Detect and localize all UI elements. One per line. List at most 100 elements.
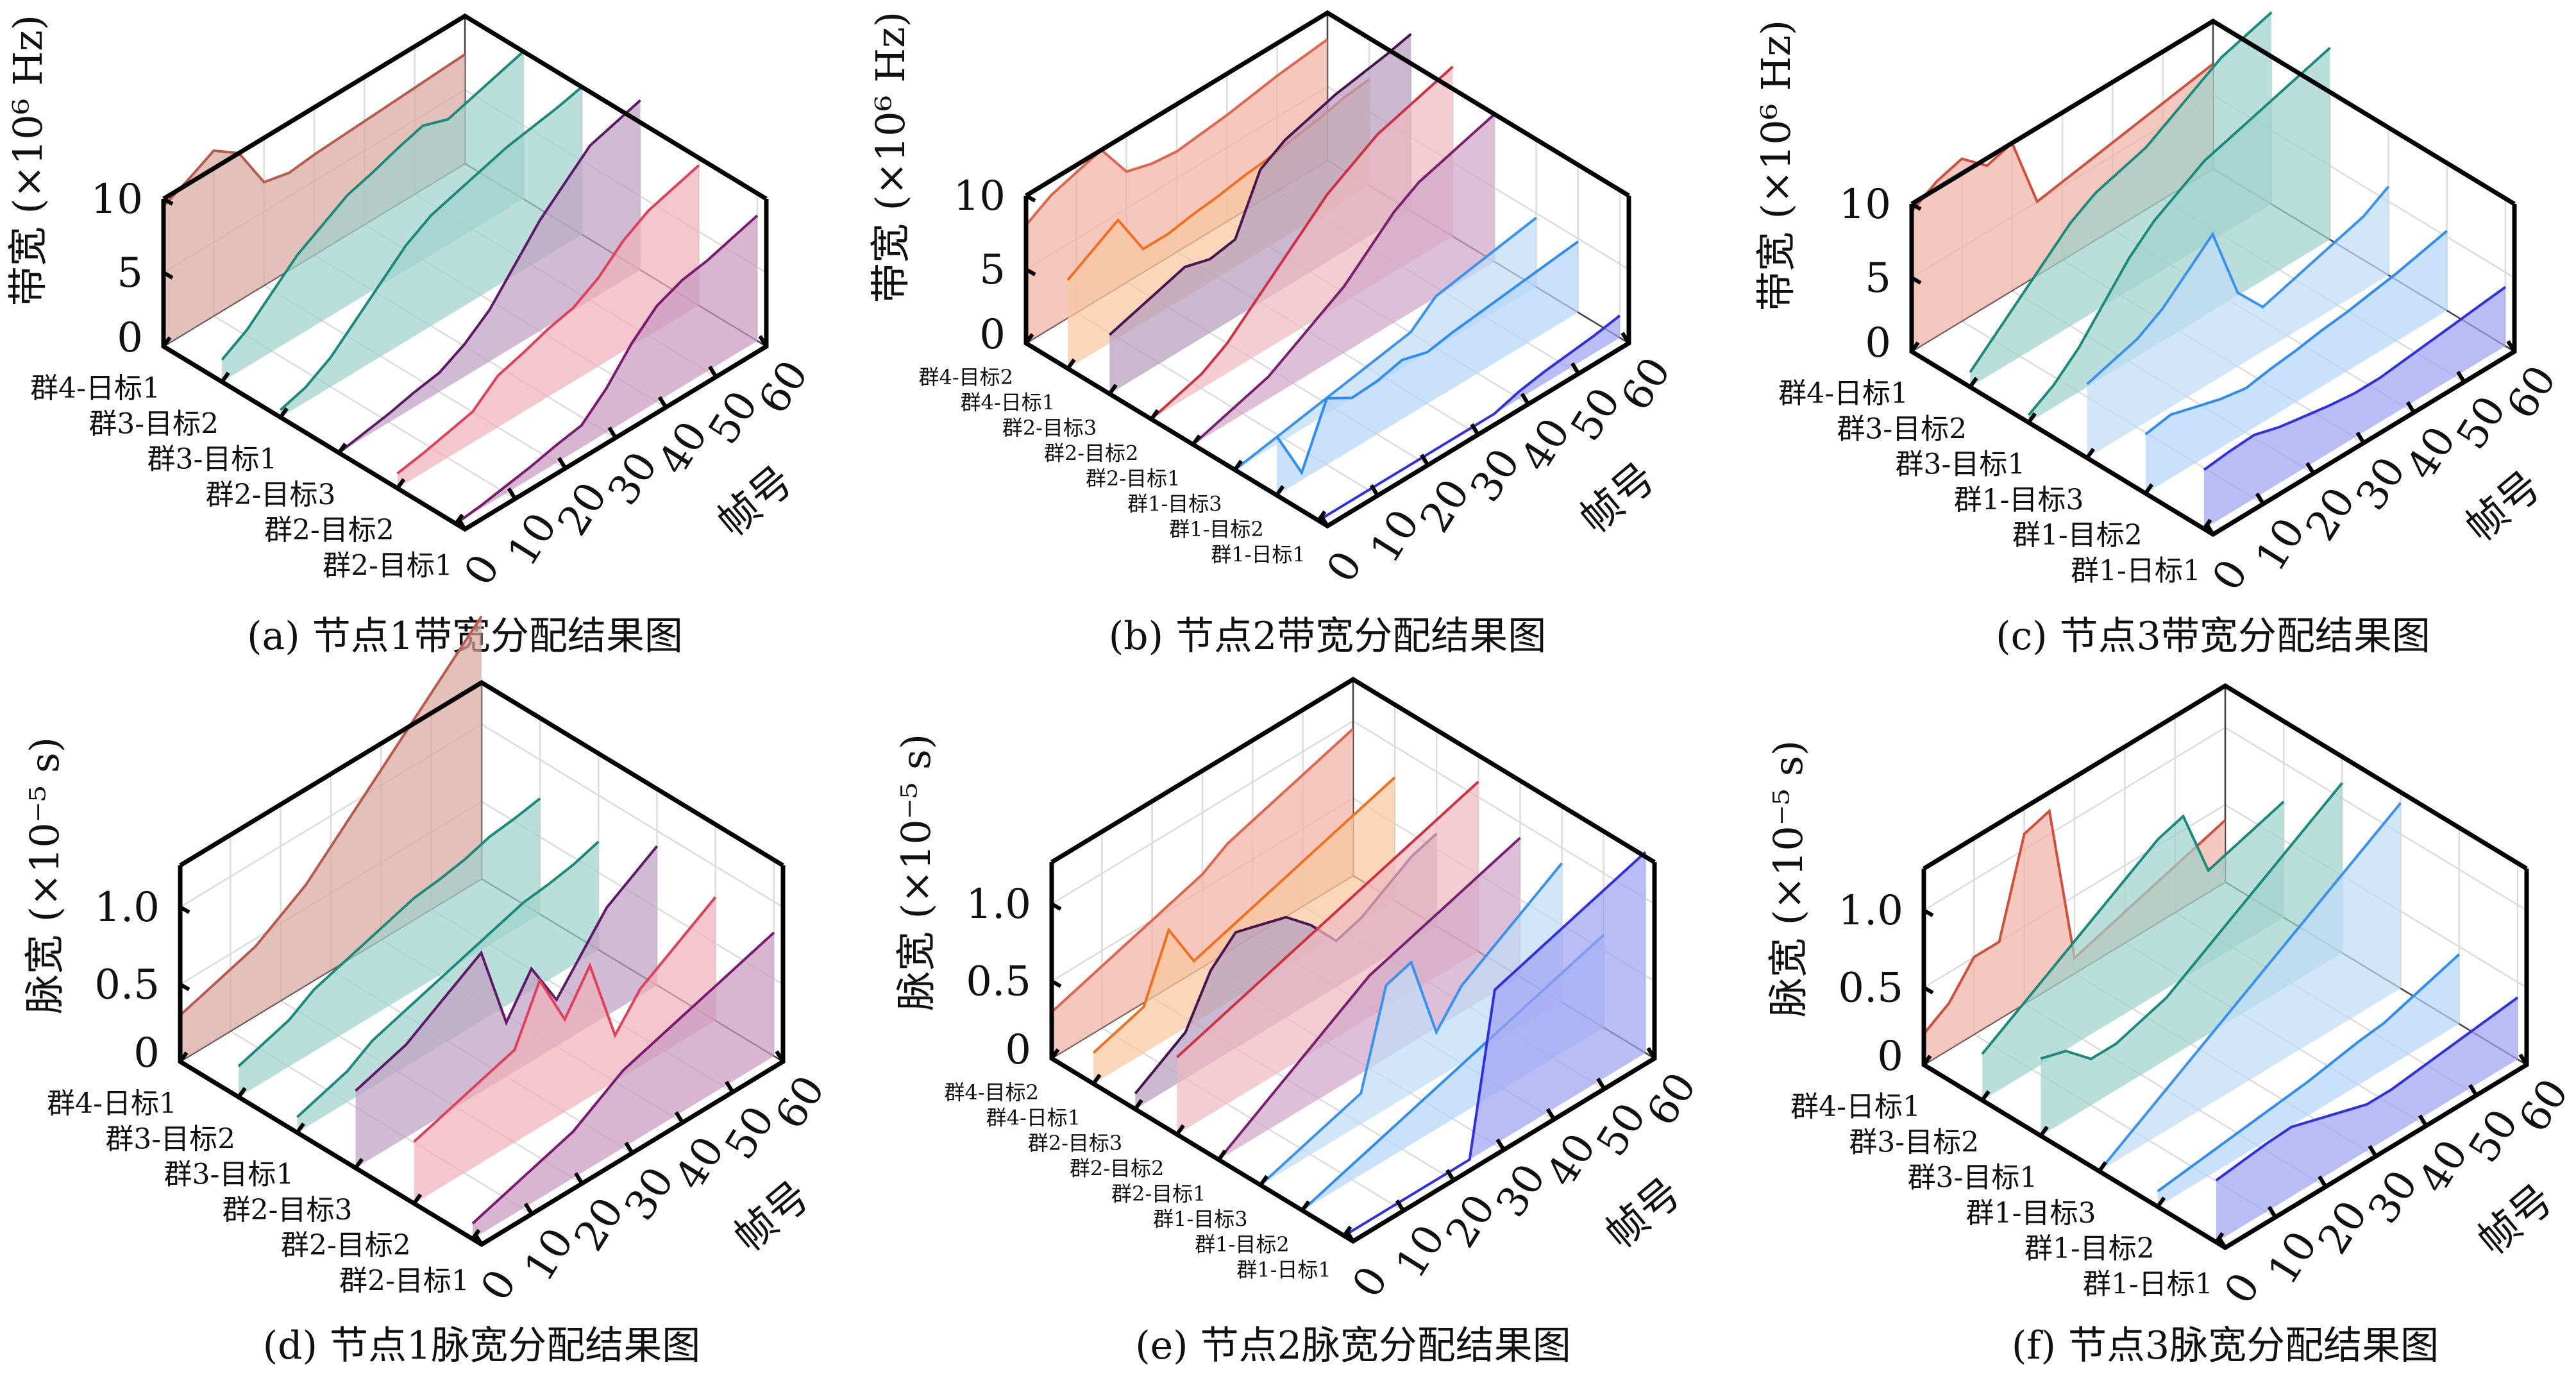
series-line bbox=[2027, 47, 2331, 416]
series-line bbox=[1343, 851, 1647, 1237]
caption: (c) 节点3带宽分配结果图 bbox=[1996, 614, 2430, 659]
axis-box-top bbox=[1923, 683, 2528, 871]
frame-tick bbox=[2267, 1205, 2277, 1219]
group-tick bbox=[1191, 434, 1201, 446]
group-label: 群3-目标2 bbox=[1849, 1126, 1979, 1158]
frame-tick bbox=[1495, 1138, 1506, 1151]
frame-tick-label: 0 bbox=[455, 547, 509, 594]
z-axis-title: 带宽 (×10⁶ Hz) bbox=[1753, 20, 1799, 311]
group-tick bbox=[1175, 1124, 1185, 1136]
series-1 bbox=[1910, 63, 2214, 352]
frame-tick-label: 0 bbox=[1343, 1259, 1397, 1306]
group-label: 群2-目标2 bbox=[1044, 441, 1139, 465]
frame-tick bbox=[2405, 401, 2416, 414]
series-line bbox=[1275, 240, 1579, 476]
frame-tick bbox=[1470, 423, 1480, 436]
series-line bbox=[2144, 230, 2448, 436]
axis-box-top bbox=[1025, 10, 1630, 198]
series-8 bbox=[1343, 851, 1647, 1237]
group-label: 群1-目标3 bbox=[1127, 491, 1222, 516]
z-tick bbox=[1910, 276, 1922, 285]
group-tick bbox=[412, 1193, 423, 1205]
frame-axis-title: 帧号 bbox=[1571, 454, 1665, 543]
series-line bbox=[2157, 953, 2461, 1192]
series-line bbox=[355, 845, 659, 1092]
group-tick bbox=[2156, 1196, 2166, 1208]
group-label: 群1-日标1 bbox=[2071, 554, 2201, 587]
panel-b: 0 5 10 带宽 (×10⁶ Hz) 群4-目标2群4-日标1群2-目标3群2-目标2… bbox=[867, 10, 1680, 659]
series-line bbox=[1217, 836, 1521, 1161]
series-4 bbox=[338, 99, 641, 454]
group-tick bbox=[396, 478, 406, 489]
z-axis-title: 脉宽 (×10⁻⁵ s) bbox=[1765, 740, 1812, 1017]
frame-tick bbox=[574, 1172, 584, 1185]
panel-a: 0 5 10 带宽 (×10⁶ Hz) 群4-日标1群3-目标2群3-目标1群2-目标3… bbox=[4, 13, 818, 659]
group-label: 群2-目标2 bbox=[281, 1229, 411, 1262]
series-line bbox=[1150, 65, 1454, 420]
group-label: 群3-目标1 bbox=[164, 1158, 294, 1191]
frame-tick bbox=[624, 1141, 634, 1155]
z-tick-label: 0 bbox=[117, 314, 143, 362]
group-label: 群4-日标1 bbox=[30, 372, 160, 405]
frame-tick bbox=[2518, 1053, 2529, 1066]
frame-tick bbox=[457, 518, 467, 530]
group-label: 群3-目标1 bbox=[1896, 448, 2026, 481]
frame-tick bbox=[2305, 462, 2316, 475]
panel-c: 0 5 10 带宽 (×10⁶ Hz) 群4-日标1群3-目标2群3-目标1群1-目标3… bbox=[1753, 11, 2566, 659]
series-line bbox=[1317, 314, 1621, 522]
series-2 bbox=[1969, 11, 2273, 387]
group-tick bbox=[162, 336, 172, 348]
z-tick-label: 10 bbox=[1839, 181, 1891, 228]
z-tick bbox=[162, 271, 174, 280]
caption: (f) 节点3脉宽分配结果图 bbox=[2012, 1323, 2439, 1368]
caption: (e) 节点2脉宽分配结果图 bbox=[1135, 1323, 1571, 1368]
z-tick-label: 10 bbox=[91, 176, 143, 223]
frame-axis-title: 帧号 bbox=[2457, 462, 2550, 552]
axis-box-top bbox=[162, 13, 768, 201]
frame-tick bbox=[674, 1111, 684, 1124]
series-6 bbox=[2203, 285, 2507, 529]
series-area bbox=[1109, 34, 1411, 394]
series-line bbox=[1025, 38, 1329, 226]
frame-tick bbox=[2205, 523, 2215, 536]
series-area bbox=[455, 216, 757, 524]
series-line bbox=[2215, 996, 2519, 1182]
group-label: 群4-日标1 bbox=[47, 1087, 177, 1120]
series-area bbox=[2028, 47, 2330, 423]
series-2 bbox=[237, 797, 541, 1098]
z-tick-label: 5 bbox=[1865, 255, 1891, 302]
group-label: 群2-目标3 bbox=[206, 479, 336, 511]
frame-tick bbox=[2217, 1236, 2227, 1249]
frame-tick bbox=[1345, 1230, 1355, 1243]
frame-tick-label: 0 bbox=[2216, 1265, 2269, 1312]
series-area bbox=[1234, 217, 1536, 470]
frame-tick bbox=[523, 1202, 534, 1216]
z-tick-label: 0.5 bbox=[966, 958, 1031, 1006]
frame-tick bbox=[1420, 454, 1430, 466]
group-label: 群3-目标2 bbox=[105, 1123, 235, 1155]
group-tick bbox=[1217, 1149, 1227, 1161]
z-tick bbox=[162, 197, 174, 206]
z-tick bbox=[179, 905, 190, 914]
group-label: 群2-目标1 bbox=[1111, 1182, 1206, 1206]
group-label: 群2-目标1 bbox=[323, 549, 453, 582]
frame-tick bbox=[775, 1050, 785, 1063]
frame-tick bbox=[725, 1080, 735, 1094]
group-tick bbox=[1301, 1200, 1311, 1212]
z-tick-label: 0 bbox=[979, 311, 1006, 359]
series-area bbox=[2157, 954, 2459, 1207]
series-area bbox=[1218, 838, 1520, 1160]
series-area bbox=[297, 842, 599, 1133]
series-line bbox=[1176, 781, 1479, 1058]
series-line bbox=[1108, 33, 1412, 336]
group-tick bbox=[278, 407, 289, 419]
series-line bbox=[2086, 185, 2390, 386]
series-area bbox=[1276, 241, 1578, 495]
series-line bbox=[179, 615, 483, 1017]
group-tick bbox=[1259, 1175, 1269, 1187]
group-tick bbox=[1066, 358, 1076, 370]
series-5 bbox=[2144, 230, 2448, 494]
z-tick-label: 1.0 bbox=[966, 881, 1031, 928]
series-line bbox=[280, 86, 583, 411]
